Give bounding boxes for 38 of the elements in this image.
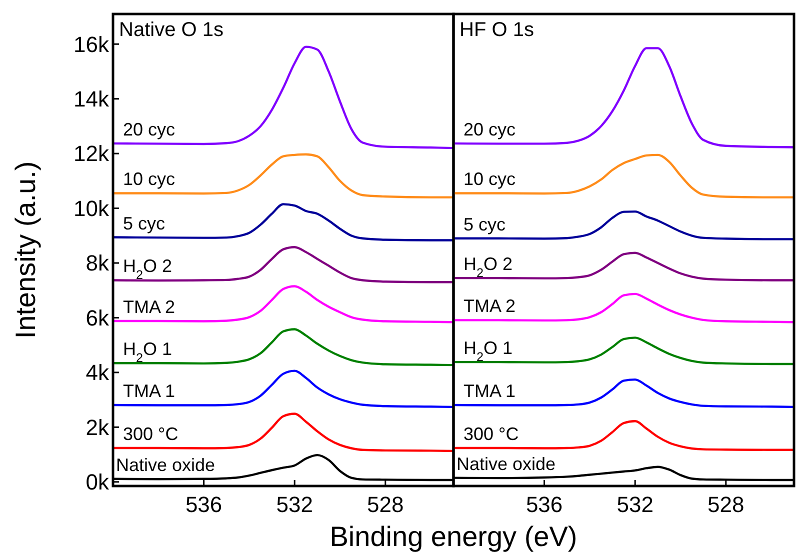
x-tick-label: 536 <box>185 492 222 517</box>
y-tick-label: 4k <box>86 360 110 386</box>
x-tick-label: 528 <box>708 492 744 517</box>
series-label: Native oxide <box>116 454 216 475</box>
y-axis-title: Intensity (a.u.) <box>10 161 41 339</box>
series-label: 10 cyc <box>123 169 176 190</box>
series-label: 20 cyc <box>123 119 176 140</box>
y-tick-label: 0k <box>86 470 110 495</box>
x-axis-title: Binding energy (eV) <box>330 521 578 552</box>
series-label: H$_{2}$O 1 <box>464 338 513 364</box>
x-tick-label: 536 <box>526 492 563 517</box>
series-label: 300 °C <box>123 424 178 444</box>
series-label: 5 cyc <box>464 214 506 234</box>
chart-title: HF O 1s <box>460 19 534 41</box>
series-label: Native oxide <box>456 454 556 474</box>
x-tick-label: 532 <box>616 492 654 517</box>
series-label: 300 °C <box>464 424 519 444</box>
series-label: 10 cyc <box>464 169 516 190</box>
y-tick-label: 12k <box>74 141 110 166</box>
series-label: 20 cyc <box>464 119 516 140</box>
y-tick-label: 10k <box>74 196 110 221</box>
series-label: TMA 1 <box>123 381 176 402</box>
x-tick-label: 532 <box>276 492 313 517</box>
series-label: TMA 2 <box>123 297 176 318</box>
y-tick-label: 16k <box>74 32 110 57</box>
x-tick-label: 528 <box>367 492 404 517</box>
y-tick-label: 14k <box>74 86 110 112</box>
y-tick-label: 8k <box>86 250 110 276</box>
series-label: TMA 2 <box>464 296 516 316</box>
chart-title: Native O 1s <box>119 19 224 41</box>
series-label: H$_{2}$O 2 <box>123 256 172 282</box>
series-label: H$_{2}$O 1 <box>123 339 172 366</box>
series-label: H$_{2}$O 2 <box>464 254 513 280</box>
y-tick-label: 2k <box>86 414 110 440</box>
line-series <box>112 46 455 150</box>
series-label: 5 cyc <box>123 213 166 234</box>
y-tick-label: 6k <box>86 305 110 330</box>
series-label: TMA 1 <box>464 381 516 402</box>
